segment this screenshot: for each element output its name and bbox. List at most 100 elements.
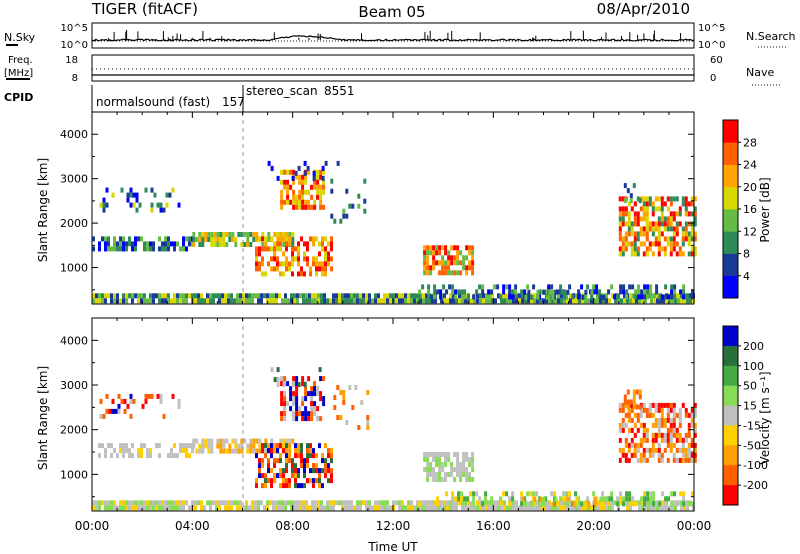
echo-cell — [502, 289, 506, 295]
echo-cell — [276, 443, 279, 449]
echo-cell — [242, 298, 245, 304]
echo-cell — [290, 500, 293, 506]
echo-cell — [194, 298, 197, 304]
echo-cell — [673, 294, 677, 300]
echo-cell — [198, 448, 202, 454]
echo-cell — [281, 298, 284, 304]
echo-cell — [158, 246, 161, 252]
echo-cell — [432, 472, 436, 477]
echo-cell — [272, 500, 275, 506]
echo-cell — [368, 298, 371, 304]
echo-cell — [462, 255, 466, 261]
echo-cell — [280, 391, 284, 397]
echo-cell — [418, 294, 422, 300]
echo-cell — [323, 293, 326, 299]
echo-cell — [690, 442, 694, 448]
echo-cell — [212, 293, 215, 299]
echo-cell — [460, 491, 464, 497]
echo-cell — [311, 500, 314, 506]
echo-cell — [164, 246, 167, 252]
echo-cell — [669, 427, 673, 433]
nsky-tick-bottom: 10^0 — [61, 40, 88, 51]
echo-cell — [227, 505, 230, 511]
echo-cell — [291, 463, 294, 469]
echo-cell — [422, 505, 425, 511]
echo-cell — [628, 491, 632, 497]
echo-cell — [666, 241, 670, 247]
echo-cell — [471, 250, 475, 256]
echo-cell — [164, 500, 167, 506]
echo-cell — [443, 505, 446, 511]
echo-cell — [167, 246, 170, 252]
echo-cell — [639, 437, 643, 443]
echo-cell — [618, 226, 622, 232]
echo-cell — [113, 505, 116, 511]
echo-cell — [675, 241, 679, 247]
echo-cell — [646, 294, 650, 300]
echo-cell — [282, 478, 285, 484]
echo-cell — [651, 412, 655, 418]
echo-cell — [539, 496, 543, 502]
echo-cell — [678, 246, 682, 252]
echo-cell — [511, 491, 515, 497]
echo-cell — [523, 496, 527, 502]
echo-cell — [654, 196, 658, 202]
echo-cell — [318, 367, 322, 373]
echo-cell — [353, 505, 356, 511]
echo-cell — [636, 417, 640, 423]
echo-cell — [279, 468, 282, 474]
echo-cell — [132, 202, 136, 208]
echo-cell — [131, 443, 134, 449]
nsearch-tick-top: 10^5 — [698, 23, 725, 34]
echo-cell — [303, 170, 307, 176]
echo-cell — [276, 241, 279, 247]
echo-cell — [257, 293, 260, 299]
echo-cell — [433, 284, 437, 290]
echo-cell — [621, 422, 625, 428]
echo-cell — [657, 241, 661, 247]
echo-cell — [92, 500, 95, 506]
echo-cell — [304, 391, 308, 397]
echo-cell — [101, 293, 104, 299]
echo-cell — [273, 251, 276, 257]
echo-cell — [143, 298, 146, 304]
echo-cell — [666, 226, 670, 232]
echo-cell — [642, 452, 646, 458]
echo-cell — [626, 298, 629, 304]
echo-cell — [264, 236, 267, 242]
echo-cell — [295, 416, 299, 422]
echo-cell — [298, 406, 302, 412]
echo-cell — [630, 407, 634, 413]
echo-cell — [260, 293, 263, 299]
echo-cell — [297, 382, 301, 388]
echo-cell — [318, 261, 321, 267]
echo-cell — [556, 289, 560, 295]
echo-cell — [95, 293, 98, 299]
echo-cell — [134, 293, 137, 299]
echo-cell — [401, 293, 404, 299]
echo-cell — [354, 385, 358, 390]
echo-cell — [654, 221, 658, 227]
echo-cell — [675, 251, 679, 257]
echo-cell — [123, 398, 127, 404]
echo-cell — [636, 231, 640, 237]
echo-cell — [283, 416, 287, 422]
colorbar-segment — [723, 465, 738, 486]
echo-cell — [630, 442, 634, 448]
echo-cell — [245, 293, 248, 299]
echo-cell — [629, 399, 633, 405]
echo-cell — [643, 496, 647, 502]
echo-cell — [95, 298, 98, 304]
echo-cell — [219, 242, 223, 247]
echo-cell — [693, 432, 697, 438]
echo-cell — [107, 505, 110, 511]
echo-cell — [218, 293, 221, 299]
echo-cell — [601, 491, 605, 497]
echo-cell — [565, 294, 569, 300]
echo-cell — [455, 505, 458, 511]
echo-cell — [666, 437, 670, 443]
echo-cell — [693, 231, 697, 237]
echo-cell — [404, 505, 407, 511]
echo-cell — [301, 199, 305, 205]
